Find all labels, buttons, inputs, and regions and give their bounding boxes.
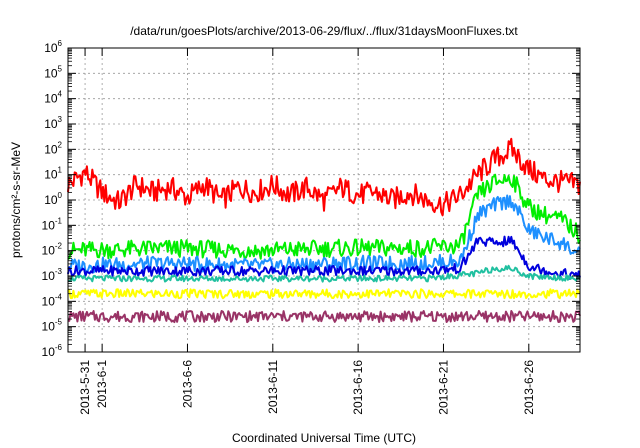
y-tick-base: 10 [42,294,56,308]
y-tick-exponent: -5 [55,318,63,327]
y-tick-exponent: 1 [58,166,63,175]
y-tick-base: 10 [44,66,58,80]
x-tick-labels: 2013-5-31 2013-6-1 2013-6-6 2013-6-11 2013-6… [78,360,536,415]
y-tick-exponent: 4 [58,90,63,99]
y-axis-label: protons/cm²-s-sr-MeV [9,142,23,258]
y-tick-exponent: 6 [58,39,63,48]
y-tick-exponent: -3 [55,267,63,276]
y-tick-base: 10 [44,193,58,207]
y-tick-label: 102 [44,140,62,156]
axis-ticks [68,47,580,353]
series-line-5 [67,264,581,283]
y-tick-base: 10 [42,269,56,283]
chart-title: /data/run/goesPlots/archive/2013-06-29/f… [130,24,518,38]
y-tick-exponent: 2 [58,140,63,149]
y-tick-base: 10 [42,345,56,359]
y-tick-base: 10 [44,41,58,55]
y-tick-labels: 10-610-510-410-310-210-11001011021031041… [42,39,63,359]
x-tick-label: 2013-6-11 [266,360,280,414]
y-tick-label: 104 [44,90,62,106]
series-line-1 [67,137,581,217]
y-tick-label: 106 [44,39,62,55]
y-tick-exponent: 0 [58,191,63,200]
series-layer [67,137,581,324]
y-tick-exponent: -1 [55,216,63,225]
series-line-3 [67,194,581,274]
y-tick-label: 10-6 [42,343,63,359]
x-tick-label: 2013-6-26 [522,360,536,415]
y-tick-exponent: 5 [58,64,63,73]
y-tick-base: 10 [44,92,58,106]
y-tick-base: 10 [42,320,56,334]
y-tick-exponent: 3 [58,115,63,124]
x-tick-label: 2013-5-31 [78,360,92,415]
y-tick-exponent: -2 [55,242,63,251]
x-tick-label: 2013-6-21 [436,360,450,415]
y-tick-base: 10 [44,142,58,156]
series-line-7 [67,310,581,324]
series-line-6 [67,288,581,300]
y-tick-base: 10 [42,244,56,258]
y-tick-exponent: -6 [55,343,63,352]
x-tick-label: 2013-6-16 [351,360,365,415]
y-tick-label: 10-5 [42,318,63,334]
y-tick-label: 100 [44,191,62,207]
y-tick-label: 105 [44,64,62,80]
y-tick-label: 10-3 [42,267,63,283]
y-tick-label: 103 [44,115,62,131]
y-tick-label: 101 [44,166,62,182]
y-tick-base: 10 [44,117,58,131]
x-axis-label: Coordinated Universal Time (UTC) [232,431,416,445]
x-tick-label: 2013-6-1 [95,360,109,408]
y-tick-base: 10 [42,218,56,232]
y-tick-base: 10 [44,168,58,182]
y-tick-label: 10-2 [42,242,63,258]
y-tick-label: 10-1 [42,216,63,232]
y-tick-exponent: -4 [55,292,63,301]
x-tick-label: 2013-6-6 [180,360,194,408]
y-tick-label: 10-4 [42,292,63,308]
